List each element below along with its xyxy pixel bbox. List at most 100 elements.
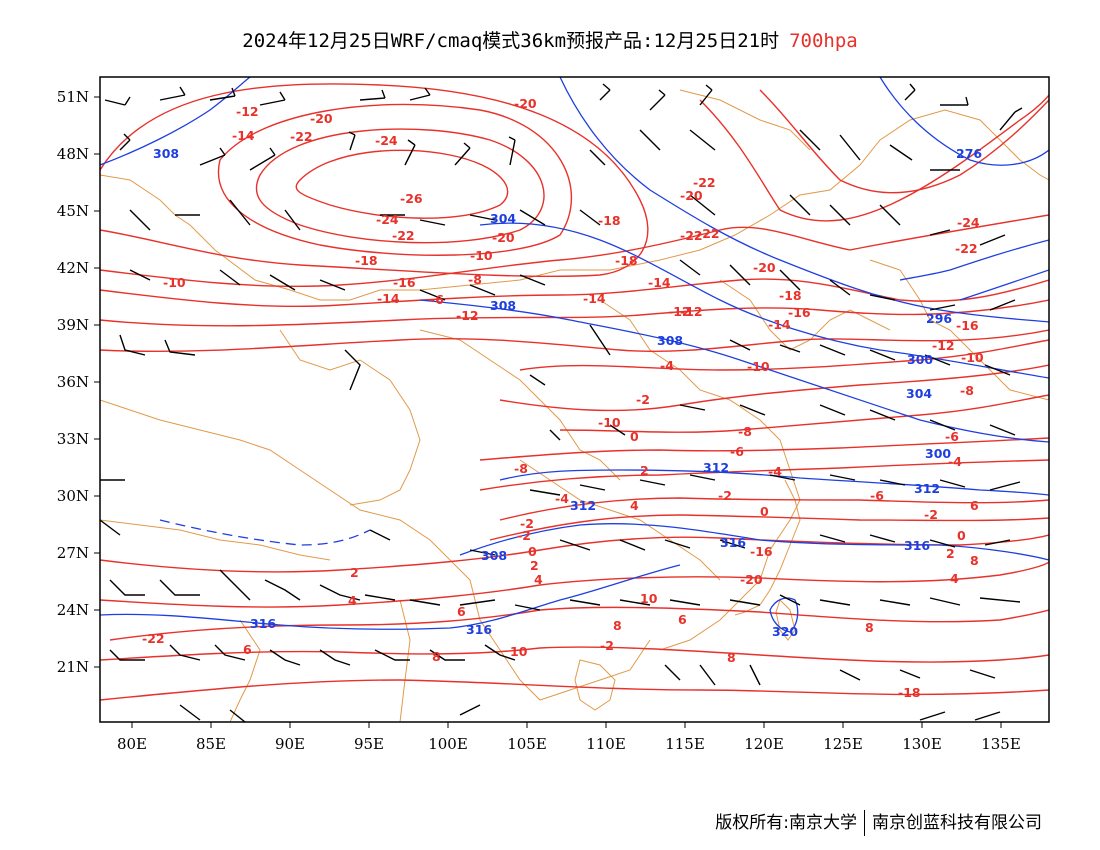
height-contour <box>959 269 1049 301</box>
lat-label: 45N <box>57 202 89 220</box>
isotherm <box>759 89 1049 194</box>
longitude-labels: 80E 85E 90E 95E 100E 105E 110E 115E 120E… <box>117 735 1021 753</box>
wind-barb <box>164 339 196 356</box>
isotherm <box>100 646 1049 663</box>
temp-label: 0 <box>630 429 639 444</box>
border-path <box>100 109 1049 301</box>
wind-barb <box>869 294 896 301</box>
wind-barb <box>779 344 801 353</box>
temp-label: -22 <box>142 631 165 646</box>
border-path <box>574 659 616 711</box>
wind-barb <box>940 96 969 106</box>
border-path <box>100 519 331 561</box>
wind-barb <box>419 289 446 301</box>
temp-label: -4 <box>660 358 674 373</box>
wind-barb <box>199 147 226 166</box>
isotherm <box>295 149 509 219</box>
isotherm <box>100 329 1049 353</box>
height-label: 276 <box>956 146 982 161</box>
temp-label: -4 <box>555 491 569 506</box>
height-label: 308 <box>153 146 179 161</box>
wind-barb <box>719 539 746 549</box>
isotherm <box>100 83 649 278</box>
wind-barb <box>459 599 496 606</box>
temp-label: -12 <box>668 304 691 319</box>
wind-barb <box>779 269 801 291</box>
wind-barb <box>939 479 966 488</box>
wind-barb <box>829 279 851 296</box>
wind-barb <box>169 644 201 661</box>
temp-label: -14 <box>377 291 400 306</box>
temp-label: -10 <box>470 248 493 263</box>
border-path <box>419 329 621 481</box>
temp-label: 0 <box>957 528 966 543</box>
height-labels: 308 304 308 308 300 304 312 312 316 316 … <box>153 146 982 639</box>
temp-label: 4 <box>534 572 543 587</box>
height-contour <box>769 597 799 633</box>
wind-barb <box>839 134 861 161</box>
wind-barb <box>819 344 846 356</box>
wind-barb <box>129 209 151 231</box>
lat-label: 30N <box>57 487 89 505</box>
temp-label: -12 <box>456 308 479 323</box>
temp-label: -16 <box>750 544 773 559</box>
isotherm <box>100 278 1049 308</box>
wind-barb <box>929 229 951 236</box>
longitude-axis <box>131 722 1002 728</box>
lat-label: 48N <box>57 145 89 163</box>
wind-barb <box>984 539 1011 546</box>
temp-label: -22 <box>290 129 313 144</box>
wind-barb <box>569 599 601 606</box>
wind-barb <box>129 269 151 281</box>
temp-label: -2 <box>718 488 732 503</box>
temp-label: 4 <box>630 498 639 513</box>
lat-label: 39N <box>57 316 89 334</box>
height-contour <box>879 77 1049 166</box>
temp-label: 6 <box>678 612 687 627</box>
wind-barb <box>429 649 465 661</box>
wind-barb <box>699 84 713 106</box>
temp-label: 8 <box>727 650 736 665</box>
height-contour <box>559 77 1049 323</box>
height-label: 296 <box>926 311 952 326</box>
isotherm <box>499 364 1049 412</box>
wind-barb <box>839 669 861 681</box>
temp-label: -6 <box>730 444 744 459</box>
border-path <box>399 599 411 722</box>
lat-label: 42N <box>57 259 89 277</box>
wind-barb <box>899 669 921 679</box>
wind-barb <box>259 91 286 106</box>
temp-label: 6 <box>243 642 252 657</box>
border-path <box>679 89 811 151</box>
isotherm <box>100 299 1049 327</box>
wind-barb <box>229 199 251 226</box>
height-contour <box>459 523 1049 561</box>
temp-label: -10 <box>163 275 186 290</box>
temp-label: -24 <box>957 215 980 230</box>
height-contour <box>100 77 251 166</box>
wind-barb <box>619 599 651 606</box>
wind-barb <box>609 424 626 436</box>
temp-label: -2 <box>517 528 531 543</box>
lat-label: 21N <box>57 658 89 676</box>
temp-label: -16 <box>788 305 811 320</box>
wind-barb <box>159 579 200 596</box>
isotherm <box>699 94 1049 222</box>
temperature-labels: -20 -22 -24 -26 -24 -22 -20 -18 -16 -14 … <box>142 96 984 700</box>
isotherm <box>255 128 545 244</box>
lon-label: 130E <box>902 735 942 753</box>
isotherm <box>559 394 1049 433</box>
border-path <box>229 619 261 722</box>
lat-label: 51N <box>57 88 89 106</box>
height-label: 300 <box>907 352 933 367</box>
wind-barb <box>879 599 911 606</box>
wind-barb <box>689 129 716 151</box>
wind-barb <box>269 649 301 666</box>
temp-label: -6 <box>870 488 884 503</box>
lat-label: 27N <box>57 544 89 562</box>
temp-label: -2 <box>924 507 938 522</box>
map-frame <box>99 76 1050 723</box>
wind-barb <box>999 107 1023 131</box>
lon-label: 135E <box>981 735 1021 753</box>
